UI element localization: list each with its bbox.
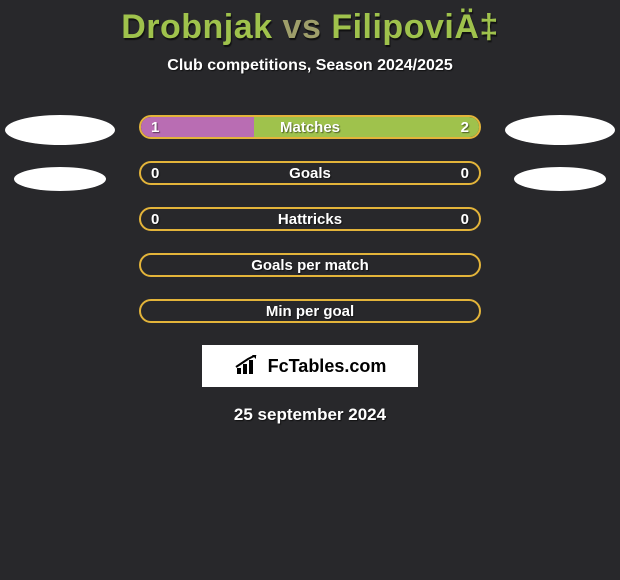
bar-value-right: 0 xyxy=(461,163,469,183)
bar-value-left: 0 xyxy=(151,209,159,229)
bar-value-left: 1 xyxy=(151,117,159,137)
bar-label: Hattricks xyxy=(141,209,479,229)
title-player-left: Drobnjak xyxy=(121,8,272,46)
title-vs: vs xyxy=(283,8,322,46)
bar-label: Goals per match xyxy=(141,255,479,275)
club-logo xyxy=(514,167,606,191)
club-logo xyxy=(14,167,106,191)
bar-value-right: 0 xyxy=(461,209,469,229)
club-logo xyxy=(505,115,615,145)
site-name: FcTables.com xyxy=(268,356,387,377)
bar-value-right: 2 xyxy=(461,117,469,137)
page-title: Drobnjak vs FilipoviÄ‡ xyxy=(0,0,620,47)
date: 25 september 2024 xyxy=(0,405,620,425)
bar-value-left: 0 xyxy=(151,163,159,183)
stat-bars: Matches12Goals00Hattricks00Goals per mat… xyxy=(139,115,481,323)
chart-icon xyxy=(234,355,262,377)
site-badge: FcTables.com xyxy=(202,345,418,387)
stat-bar: Goals per match xyxy=(139,253,481,277)
stat-bar: Goals0 0 xyxy=(139,161,481,185)
bar-label: Goals xyxy=(141,163,479,183)
logo-column-left xyxy=(0,115,120,191)
club-logo xyxy=(5,115,115,145)
title-player-right: FilipoviÄ‡ xyxy=(331,8,498,46)
subtitle: Club competitions, Season 2024/2025 xyxy=(0,57,620,75)
stat-bar: Matches1 2 xyxy=(139,115,481,139)
stat-bar: Min per goal xyxy=(139,299,481,323)
logo-column-right xyxy=(500,115,620,191)
bar-label: Matches xyxy=(141,117,479,137)
stat-bar: Hattricks0 0 xyxy=(139,207,481,231)
bar-label: Min per goal xyxy=(141,301,479,321)
comparison-content: Matches12Goals00Hattricks00Goals per mat… xyxy=(0,115,620,323)
